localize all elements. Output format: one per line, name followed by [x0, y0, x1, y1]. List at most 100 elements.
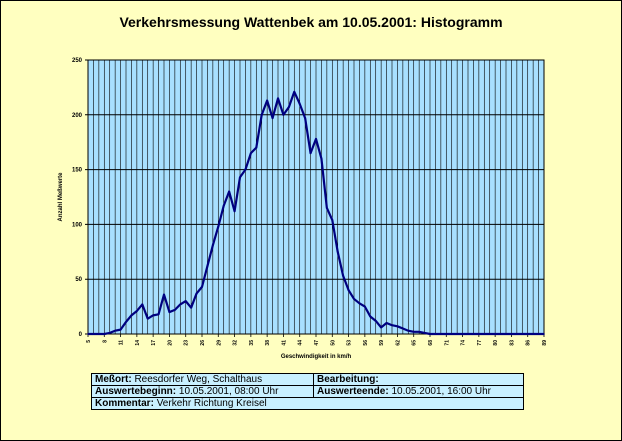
- x-tick-label: 35: [249, 340, 255, 346]
- data-point: [277, 97, 279, 100]
- x-axis-label: Geschwindigkeit in km/h: [281, 354, 352, 360]
- data-point: [374, 320, 377, 322]
- x-tick-label: 50: [330, 340, 336, 346]
- data-point: [440, 333, 442, 335]
- beginn-label: Auswertebeginn:: [95, 386, 177, 397]
- data-point: [179, 303, 182, 306]
- data-point: [250, 152, 252, 154]
- data-point: [342, 275, 344, 277]
- data-point: [195, 292, 198, 295]
- data-point: [358, 302, 361, 305]
- data-point: [141, 303, 144, 306]
- data-point: [407, 329, 410, 332]
- data-point: [212, 244, 214, 247]
- kommentar-label: Kommentar:: [95, 398, 154, 409]
- data-point: [364, 305, 366, 308]
- data-point: [304, 117, 306, 119]
- data-point: [429, 333, 431, 335]
- beginn-cell: Auswertebeginn: 10.05.2001, 08:00 Uhr: [91, 385, 314, 398]
- data-point: [450, 333, 453, 335]
- x-tick-label: 80: [493, 340, 499, 346]
- data-point: [353, 298, 355, 300]
- x-tick-label: 74: [461, 340, 467, 346]
- data-point: [532, 333, 534, 335]
- x-tick-label: 68: [428, 340, 434, 346]
- data-point: [309, 152, 312, 154]
- y-tick-label: 150: [72, 168, 83, 174]
- data-point: [108, 332, 111, 334]
- data-point: [293, 90, 296, 93]
- data-point: [244, 168, 247, 171]
- messort-value: Reesdorfer Weg, Schalthaus: [134, 374, 263, 385]
- data-points: [87, 90, 545, 335]
- data-point: [516, 333, 518, 335]
- data-point: [396, 325, 399, 328]
- data-point: [298, 103, 301, 105]
- beginn-value: 10.05.2001, 08:00 Uhr: [178, 386, 279, 397]
- data-point: [537, 333, 540, 335]
- data-point: [239, 176, 241, 179]
- y-axis-label: Anzahl Meßwerte: [58, 172, 64, 222]
- data-point: [423, 332, 426, 334]
- data-point: [385, 322, 388, 324]
- data-point: [282, 114, 285, 116]
- data-point: [125, 321, 127, 323]
- x-tick-label: 56: [363, 340, 369, 346]
- data-point: [130, 314, 133, 317]
- y-tick-label: 250: [72, 58, 83, 64]
- x-tick-label: 8: [102, 340, 108, 343]
- y-tick-label: 0: [79, 332, 83, 338]
- x-tick-label: 86: [526, 340, 532, 346]
- y-tick-label: 200: [72, 113, 83, 119]
- data-point: [190, 306, 192, 309]
- data-point: [98, 333, 100, 335]
- y-tick-labels: 0 50 100 150 200 250: [72, 58, 83, 338]
- data-point: [461, 333, 464, 335]
- x-tick-label: 62: [395, 340, 401, 346]
- data-point: [201, 286, 203, 288]
- x-tick-label: 89: [542, 340, 548, 346]
- data-point: [114, 329, 116, 332]
- data-point: [326, 207, 328, 209]
- bearbeitung-cell: Bearbeitung:: [313, 373, 524, 386]
- data-point: [174, 309, 176, 311]
- data-point: [168, 311, 171, 313]
- data-point: [103, 333, 106, 335]
- ende-label: Auswerteende:: [317, 386, 389, 397]
- ende-value: 10.05.2001, 16:00 Uhr: [391, 386, 491, 397]
- data-point: [92, 333, 95, 335]
- data-point: [402, 327, 404, 330]
- x-tick-label: 71: [444, 340, 450, 346]
- x-tick-label: 23: [184, 340, 190, 346]
- data-point: [526, 333, 529, 335]
- y-tick-label: 50: [75, 277, 82, 283]
- bearbeitung-label: Bearbeitung:: [317, 374, 379, 385]
- data-point: [472, 333, 475, 335]
- data-point: [347, 289, 350, 291]
- data-point: [499, 333, 502, 335]
- data-point: [336, 251, 339, 253]
- x-tick-label: 41: [281, 340, 287, 346]
- data-point: [467, 333, 469, 335]
- data-point: [505, 333, 507, 335]
- messort-cell: Meßort: Reesdorfer Weg, Schalthaus: [91, 373, 314, 386]
- info-table: Meßort: Reesdorfer Weg, Schalthaus Bearb…: [91, 373, 524, 410]
- data-point: [157, 313, 160, 316]
- data-point: [163, 293, 165, 296]
- data-point: [488, 333, 491, 335]
- x-tick-label: 65: [412, 340, 418, 346]
- y-tick-label: 100: [72, 222, 83, 228]
- data-point: [184, 300, 187, 302]
- data-point: [380, 326, 382, 329]
- x-tick-label: 17: [151, 340, 157, 346]
- data-point: [478, 333, 480, 335]
- x-tick-label: 38: [265, 340, 271, 346]
- vertical-grid: [87, 60, 545, 334]
- data-point: [152, 314, 154, 317]
- data-point: [369, 315, 372, 318]
- data-point: [136, 310, 138, 312]
- x-tick-label: 44: [298, 340, 304, 346]
- x-tick-label: 83: [509, 340, 515, 346]
- x-tick-label: 77: [477, 340, 483, 346]
- data-point: [255, 146, 258, 149]
